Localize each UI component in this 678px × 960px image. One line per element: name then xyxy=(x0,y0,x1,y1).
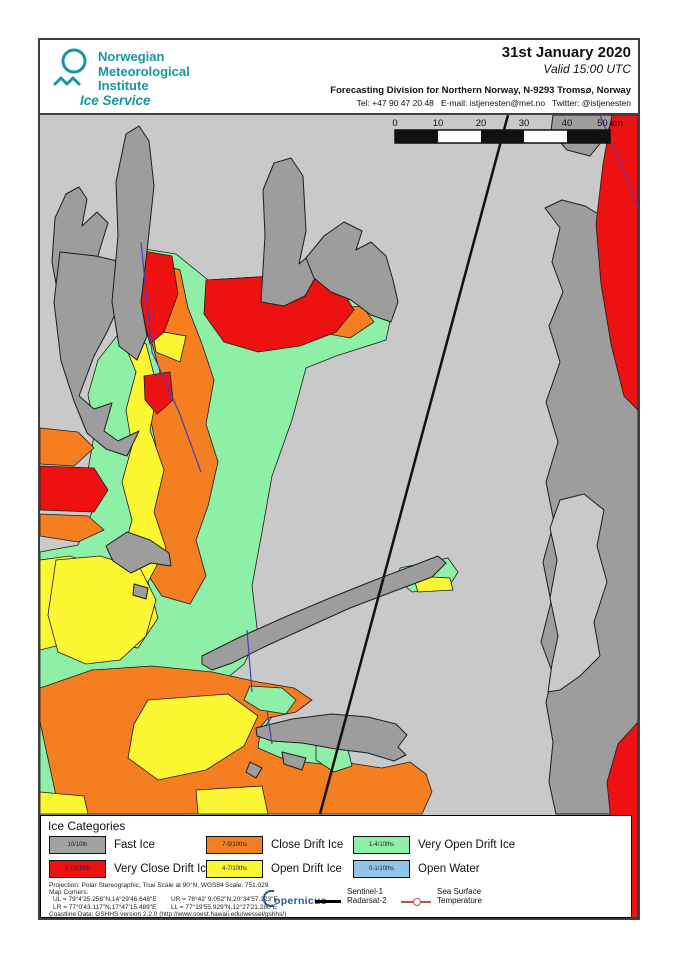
map-corners-title: Map Corners: xyxy=(49,889,89,897)
very-close-drift-label: Very Close Drift Ice xyxy=(114,863,213,875)
legend-item-open-water: 0-1/10ths Open Water xyxy=(353,860,480,878)
header-right: 31st January 2020 Valid 15:00 UTC Foreca… xyxy=(330,44,631,108)
scale-tick-10: 10 xyxy=(433,118,444,129)
open-drift-label: Open Drift Ice xyxy=(271,863,342,875)
institute-line1: Norwegian xyxy=(98,49,165,64)
legend: Ice Categories 10/10th Fast Ice 9-10/10t… xyxy=(40,815,632,918)
legend-item-fast-ice: 10/10th Fast Ice xyxy=(49,836,155,854)
sst-line-icon xyxy=(401,898,431,906)
corner-ur: UR = 78°42' 9.052"N,20°34'57.123"E xyxy=(171,896,278,904)
close-drift-swatch: 7-9/10ths xyxy=(206,836,263,854)
contact-line: Tel: +47 90 47 20 48 E-mail: istjenesten… xyxy=(356,98,631,108)
scale-note: Scale: 751.029 xyxy=(225,882,269,889)
land-bay xyxy=(547,493,608,693)
scale-tick-50: 50 km xyxy=(597,118,623,129)
very-open-drift-swatch: 1-4/10ths xyxy=(353,836,410,854)
satellite-track-line xyxy=(318,115,510,815)
sst-label: Sea Surface Temperature xyxy=(437,887,482,905)
legend-title: Ice Categories xyxy=(48,819,126,833)
legend-item-very-close-drift: 9-10/10th Very Close Drift Ice xyxy=(49,860,212,878)
scale-tick-30: 30 xyxy=(519,118,530,129)
copernicus-logo: opernicus xyxy=(263,890,327,907)
close-drift-label: Close Drift Ice xyxy=(271,839,344,851)
satellite-line-icon xyxy=(315,900,341,903)
legend-item-open-drift: 4-7/10ths Open Drift Ice xyxy=(206,860,342,878)
very-open-drift-label: Very Open Drift Ice xyxy=(418,839,516,851)
legend-item-very-open-drift: 1-4/10ths Very Open Drift Ice xyxy=(353,836,515,854)
corner-lr: LR = 77°0'43.117"N,17°47'15.489"E xyxy=(53,903,157,911)
chart-date: 31st January 2020 xyxy=(501,44,631,61)
scale-tick-20: 20 xyxy=(476,118,487,129)
very-close-drift-swatch: 9-10/10th xyxy=(49,860,106,878)
fast-ice-swatch: 10/10th xyxy=(49,836,106,854)
division-address: Forecasting Division for Northern Norway… xyxy=(330,85,631,96)
header: Norwegian Meteorological Institute Ice S… xyxy=(40,40,638,115)
ice-chart: Norwegian Meteorological Institute Ice S… xyxy=(38,38,640,920)
corner-ul: UL = 79°4'25.256"N,14°29'46.648"E xyxy=(53,896,157,904)
legend-item-close-drift: 7-9/10ths Close Drift Ice xyxy=(206,836,343,854)
scale-tick-40: 40 xyxy=(562,118,573,129)
logo-circle-icon xyxy=(61,48,87,74)
sst-dot-icon xyxy=(413,898,421,906)
met-institute-logo: Norwegian Meteorological Institute xyxy=(52,46,190,96)
ice-close-drift xyxy=(40,259,433,815)
open-water-label: Open Water xyxy=(418,863,480,875)
projection-note: Projection: Polar Stereographic, True Sc… xyxy=(49,882,224,889)
valid-time: Valid 15:00 UTC xyxy=(543,62,631,76)
corner-ll: LL = 77°19'55.929"N,12°27'21.280"E xyxy=(171,903,278,911)
fast-ice-label: Fast Ice xyxy=(114,839,155,851)
open-drift-swatch: 4-7/10ths xyxy=(206,860,263,878)
institute-name: Norwegian Meteorological Institute xyxy=(98,49,190,96)
satellite-source-label: Sentinel-1 Radarsat-2 xyxy=(347,887,387,905)
institute-line2: Meteorological xyxy=(98,63,190,79)
graticule-lines-blue xyxy=(140,241,273,745)
logo-wave-icon xyxy=(53,76,81,86)
copernicus-arc-icon xyxy=(263,890,274,907)
coastline-note: Coastline Data: GSHHS version 2.2.0 (htt… xyxy=(49,910,287,918)
service-name: Ice Service xyxy=(80,93,151,108)
met-logo-icon xyxy=(53,48,87,86)
scale-tick-0: 0 xyxy=(392,118,397,129)
institute-line3: Institute xyxy=(98,78,149,93)
map-footnotes: Projection: Polar Stereographic, True Sc… xyxy=(49,882,286,918)
open-water-swatch: 0-1/10ths xyxy=(353,860,410,878)
ice-map: 0 10 20 30 40 50 km xyxy=(40,115,638,918)
